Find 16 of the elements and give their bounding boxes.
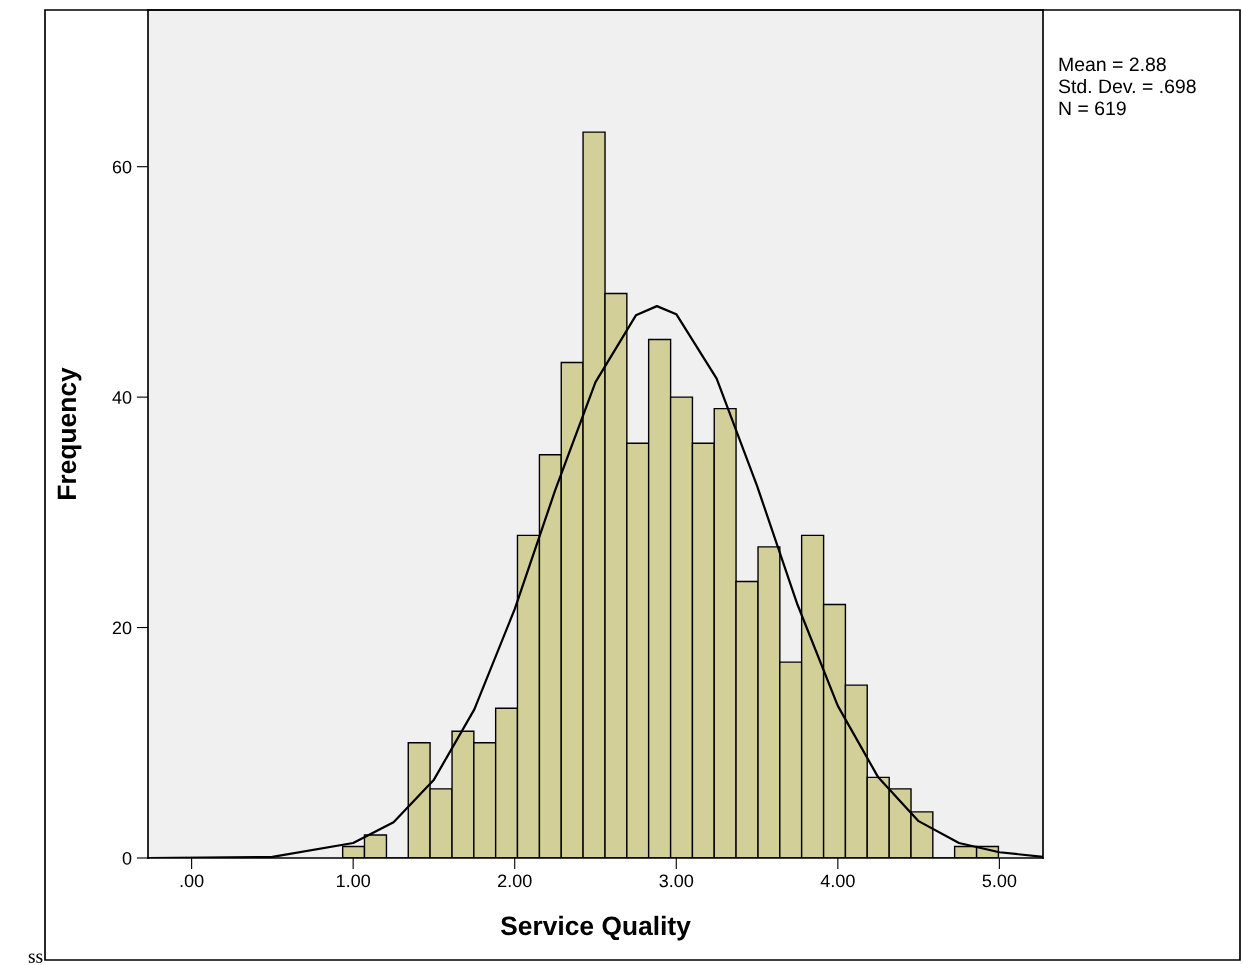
x-tick-label: 5.00 — [982, 874, 1017, 888]
x-tick-label: 3.00 — [659, 874, 694, 888]
y-tick-label: 0 — [122, 851, 132, 865]
y-tick-label: 40 — [112, 391, 132, 404]
text: ss — [28, 953, 43, 963]
text: Mean = 2.88 — [1059, 57, 1166, 72]
x-tick-label: 1.00 — [336, 874, 371, 888]
x-axis-title: Service Quality — [500, 915, 691, 941]
x-tick-label: 4.00 — [820, 874, 855, 888]
y-tick-label: 60 — [112, 160, 132, 174]
x-tick-label: 2.00 — [498, 874, 532, 888]
y-tick-label: 20 — [112, 621, 132, 635]
x-tick-label: .00 — [180, 874, 204, 888]
text: N = 619 — [1059, 101, 1126, 116]
text: Std. Dev. = .698 — [1058, 78, 1196, 94]
y-axis-title: Frequency — [57, 367, 82, 499]
